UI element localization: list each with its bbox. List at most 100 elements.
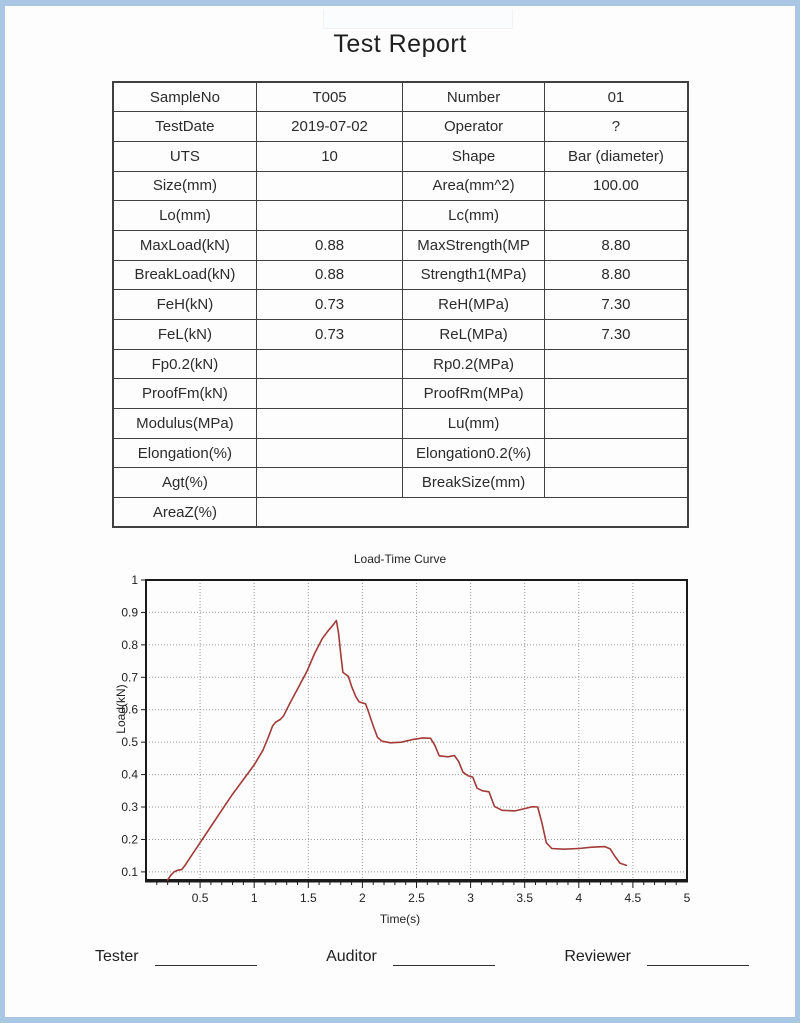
- cell-value: [256, 467, 403, 499]
- x-axis-label: Time(s): [379, 912, 421, 927]
- tester-signature: Tester: [95, 948, 257, 967]
- cell-value: 100.00: [544, 170, 688, 202]
- chart-title: Load-Time Curve: [353, 552, 447, 567]
- svg-text:4: 4: [575, 891, 582, 905]
- cell-label: Elongation0.2(%): [401, 437, 546, 469]
- svg-text:1: 1: [251, 891, 258, 905]
- table-row: Agt(%) BreakSize(mm): [111, 467, 688, 499]
- table-row: Size(mm) Area(mm^2) 100.00: [111, 170, 688, 202]
- cell-label: Lc(mm): [401, 200, 546, 231]
- cell-value: [256, 200, 403, 231]
- cell-label: Elongation(%): [111, 437, 258, 469]
- cell-label: Number: [401, 81, 546, 113]
- cell-label: Shape: [401, 140, 546, 172]
- table-row: Fp0.2(kN) Rp0.2(MPa): [111, 348, 688, 380]
- cell-label: MaxStrength(MP: [401, 229, 546, 261]
- svg-text:3.5: 3.5: [516, 891, 533, 905]
- cell-label: Agt(%): [111, 467, 258, 499]
- cell-label: Operator: [401, 111, 546, 142]
- svg-text:3: 3: [467, 891, 474, 905]
- reviewer-signature: Reviewer: [564, 948, 749, 967]
- cell-value: [256, 497, 688, 528]
- table-row: AreaZ(%): [111, 497, 688, 528]
- cell-label: ReL(MPa): [401, 319, 546, 350]
- cell-label: BreakLoad(kN): [111, 259, 258, 291]
- reviewer-label: Reviewer: [564, 948, 631, 966]
- cell-label: UTS: [111, 140, 258, 172]
- table-row: Lo(mm) Lc(mm): [111, 200, 688, 231]
- cell-label: ProofFm(kN): [111, 378, 258, 410]
- svg-text:0.9: 0.9: [121, 606, 138, 620]
- tester-label: Tester: [95, 948, 139, 966]
- cell-value: T005: [256, 81, 403, 113]
- reviewer-signature-line: [647, 949, 749, 967]
- table-row: SampleNo T005 Number 01: [111, 81, 688, 113]
- cell-label: TestDate: [111, 111, 258, 142]
- cell-value: [256, 348, 403, 380]
- cell-value: 2019-07-02: [256, 111, 403, 142]
- cell-value: 7.30: [544, 289, 688, 320]
- table-row: FeL(kN) 0.73 ReL(MPa) 7.30: [111, 319, 688, 350]
- cell-value: [544, 348, 688, 380]
- svg-text:0.5: 0.5: [121, 735, 138, 749]
- table-row: BreakLoad(kN) 0.88 Strength1(MPa) 8.80: [111, 259, 688, 291]
- cell-label: ReH(MPa): [401, 289, 546, 320]
- cell-value: 8.80: [544, 259, 688, 291]
- table-row: MaxLoad(kN) 0.88 MaxStrength(MP 8.80: [111, 229, 688, 261]
- cell-value: 0.88: [256, 229, 403, 261]
- table-row: UTS 10 Shape Bar (diameter): [111, 140, 688, 172]
- cell-value: ?: [544, 111, 688, 142]
- table-row: ProofFm(kN) ProofRm(MPa): [111, 378, 688, 410]
- cell-label: SampleNo: [111, 81, 258, 113]
- cell-value: 10: [256, 140, 403, 172]
- cell-label: FeH(kN): [111, 289, 258, 320]
- svg-text:1.5: 1.5: [300, 891, 317, 905]
- table-row: Elongation(%) Elongation0.2(%): [111, 437, 688, 469]
- cell-value: 0.88: [256, 259, 403, 291]
- load-time-chart: Load-Time Curve Load(kN) 0.5 1 1.5 2 2.5 3 3.5…: [100, 552, 700, 926]
- cell-label: Size(mm): [111, 170, 258, 202]
- cell-value: [256, 170, 403, 202]
- cell-label: Rp0.2(MPa): [401, 348, 546, 380]
- page-title: Test Report: [333, 30, 467, 58]
- svg-text:0.4: 0.4: [121, 768, 138, 782]
- top-edge-artifact: [323, 9, 513, 29]
- cell-label: ProofRm(MPa): [401, 378, 546, 410]
- auditor-signature: Auditor: [326, 948, 495, 967]
- cell-label: BreakSize(mm): [401, 467, 546, 499]
- cell-value: Bar (diameter): [544, 140, 688, 172]
- report-table: SampleNo T005 Number 01 TestDate 2019-07…: [111, 81, 689, 529]
- cell-label: MaxLoad(kN): [111, 229, 258, 261]
- cell-label: Lu(mm): [401, 408, 546, 439]
- cell-label: Modulus(MPa): [111, 408, 258, 439]
- svg-text:4.5: 4.5: [625, 891, 642, 905]
- cell-label: Strength1(MPa): [401, 259, 546, 291]
- cell-value: [544, 437, 688, 469]
- svg-text:0.7: 0.7: [121, 671, 138, 685]
- cell-label: Lo(mm): [111, 200, 258, 231]
- cell-value: [544, 200, 688, 231]
- cell-value: [256, 437, 403, 469]
- tester-signature-line: [154, 949, 257, 967]
- svg-text:0.3: 0.3: [121, 800, 138, 814]
- chart-canvas: 0.5 1 1.5 2 2.5 3 3.5 4 4.5 5 0.1 0.2 0.3 0.4 0.5 0.6 0.…: [121, 573, 690, 905]
- auditor-label: Auditor: [326, 948, 377, 966]
- cell-value: 01: [544, 81, 688, 113]
- cell-label: AreaZ(%): [111, 497, 258, 528]
- table-row: FeH(kN) 0.73 ReH(MPa) 7.30: [111, 289, 688, 320]
- cell-value: [544, 467, 688, 499]
- svg-text:2: 2: [359, 891, 366, 905]
- svg-text:0.1: 0.1: [121, 865, 138, 879]
- svg-text:2.5: 2.5: [408, 891, 425, 905]
- svg-text:0.8: 0.8: [121, 638, 138, 652]
- cell-value: 8.80: [544, 229, 688, 261]
- cell-value: [256, 378, 403, 410]
- signature-footer: Tester Auditor Reviewer: [5, 948, 795, 967]
- svg-text:1: 1: [131, 573, 138, 587]
- table-row: Modulus(MPa) Lu(mm): [111, 408, 688, 439]
- svg-text:0.2: 0.2: [121, 833, 138, 847]
- cell-value: [544, 408, 688, 439]
- cell-value: [256, 408, 403, 439]
- cell-label: FeL(kN): [111, 319, 258, 350]
